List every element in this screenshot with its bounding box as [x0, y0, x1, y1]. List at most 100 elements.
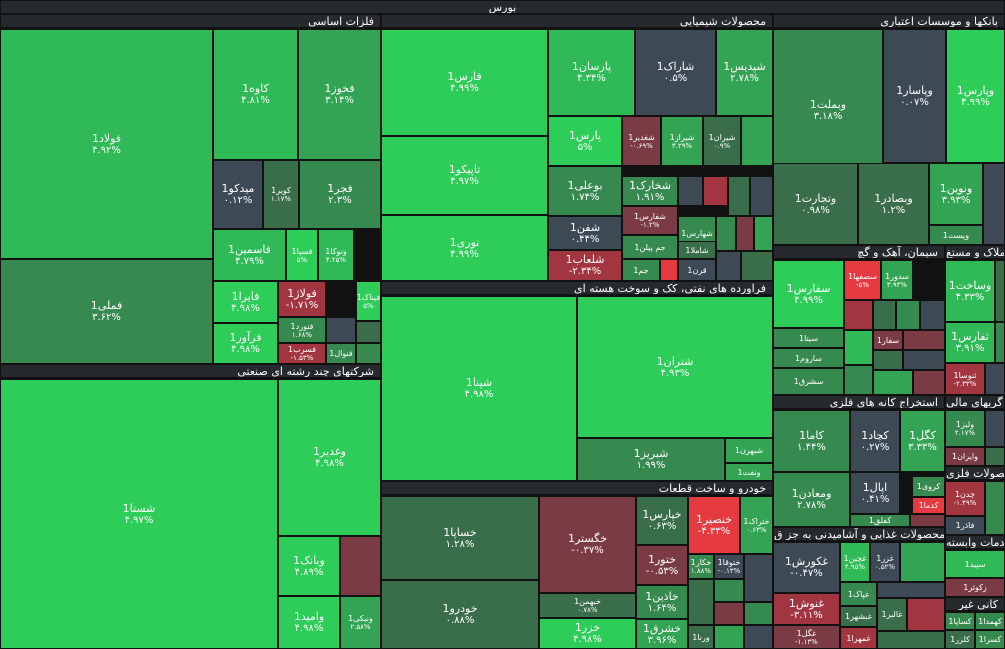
- stock-tile[interactable]: خگستر1 -۰.۳۷%: [539, 496, 636, 593]
- stock-tile-unlabeled[interactable]: [326, 317, 356, 343]
- stock-tile[interactable]: ختراک1 ۰.۶۳%: [740, 496, 773, 554]
- stock-tile-unlabeled[interactable]: [877, 582, 945, 598]
- stock-tile-unlabeled[interactable]: [844, 365, 873, 395]
- stock-tile[interactable]: غالبر1: [877, 598, 907, 631]
- stock-tile[interactable]: ختور1 -۰.۵۳%: [636, 545, 688, 585]
- stock-tile[interactable]: خودرو1 ۰.۸۸%: [381, 580, 539, 649]
- stock-tile[interactable]: ساروم1: [773, 348, 844, 368]
- stock-tile-unlabeled[interactable]: [714, 625, 744, 649]
- stock-tile[interactable]: شاراک1 ۰.۵%: [635, 29, 716, 116]
- stock-tile[interactable]: سیتا1: [773, 328, 844, 348]
- stock-tile[interactable]: تاپیکو1 ۴.۹۷%: [381, 136, 548, 215]
- stock-tile[interactable]: خبهمن1 ۰.۷۸%: [539, 593, 636, 618]
- stock-tile[interactable]: وایران1: [945, 447, 985, 466]
- stock-tile-unlabeled[interactable]: [985, 481, 1005, 535]
- stock-tile[interactable]: فنورد1 ۱.۶۸%: [278, 317, 326, 343]
- stock-tile[interactable]: کگل1 ۳.۳۳%: [900, 410, 945, 472]
- stock-tile[interactable]: فرآور1 ۴.۹۸%: [213, 323, 278, 364]
- stock-tile-unlabeled[interactable]: [907, 598, 945, 631]
- stock-tile[interactable]: پارسان1 ۴.۳۴%: [548, 29, 635, 116]
- stock-tile-unlabeled[interactable]: [873, 370, 913, 395]
- stock-tile[interactable]: کاوه1 ۴.۸۱%: [213, 29, 298, 160]
- stock-tile[interactable]: قرن1: [678, 259, 716, 281]
- stock-tile[interactable]: کلزر1: [945, 630, 975, 649]
- stock-tile[interactable]: وغدیر1 ۴.۹۸%: [278, 379, 381, 536]
- stock-tile[interactable]: فولاژ1 -۱.۷۱%: [278, 281, 326, 317]
- stock-tile[interactable]: وساخت1 ۴.۳۳%: [945, 260, 995, 322]
- stock-tile[interactable]: زکوثر1: [945, 578, 1005, 597]
- stock-tile-unlabeled[interactable]: [995, 260, 1005, 322]
- stock-tile[interactable]: فولاد1 ۴.۹۲%: [0, 29, 213, 259]
- stock-tile-unlabeled[interactable]: [985, 410, 1005, 447]
- stock-tile[interactable]: کروی1: [912, 476, 945, 497]
- stock-tile[interactable]: غنوش1 -۳.۱۱%: [773, 593, 840, 625]
- stock-tile[interactable]: فجر1 ۲.۳%: [299, 160, 381, 229]
- stock-tile-unlabeled[interactable]: [985, 447, 1005, 466]
- stock-tile[interactable]: اپال1 ۰.۴۱%: [850, 472, 900, 514]
- stock-tile-unlabeled[interactable]: [678, 176, 703, 206]
- stock-tile[interactable]: شپنا1 ۴.۹۸%: [381, 296, 577, 481]
- stock-tile[interactable]: غزر1 ۰.۵۲%: [870, 542, 900, 582]
- stock-tile-unlabeled[interactable]: [920, 300, 945, 330]
- stock-tile-unlabeled[interactable]: [714, 579, 744, 602]
- stock-tile-unlabeled[interactable]: [728, 176, 750, 216]
- stock-tile[interactable]: کهمدا1: [975, 612, 1005, 630]
- stock-tile-unlabeled[interactable]: [873, 350, 903, 370]
- stock-tile[interactable]: نوری1 ۴.۹۹%: [381, 215, 548, 281]
- stock-tile[interactable]: شتران1 ۴.۹۳%: [577, 296, 773, 438]
- stock-tile-unlabeled[interactable]: [660, 259, 678, 281]
- stock-tile-unlabeled[interactable]: [983, 163, 1005, 245]
- stock-tile[interactable]: سصفها1 -۵%: [844, 260, 881, 300]
- stock-tile[interactable]: خزر1 ۴.۹۸%: [539, 618, 636, 649]
- stock-tile[interactable]: سدور1 ۳.۹۳%: [881, 260, 913, 300]
- stock-tile[interactable]: فیناک1 ۵%: [356, 281, 381, 321]
- stock-tile-unlabeled[interactable]: [340, 536, 381, 596]
- stock-tile-unlabeled[interactable]: [910, 514, 945, 527]
- stock-tile-unlabeled[interactable]: [903, 350, 945, 370]
- stock-tile-unlabeled[interactable]: [913, 370, 945, 395]
- stock-tile[interactable]: وامید1 ۴.۹۸%: [278, 596, 340, 649]
- stock-tile-unlabeled[interactable]: [995, 322, 1005, 363]
- stock-tile-unlabeled[interactable]: [754, 216, 773, 251]
- stock-tile[interactable]: خکار1 ۱.۸۸%: [688, 554, 714, 579]
- stock-tile[interactable]: غچین1 ۴.۹۵%: [840, 542, 870, 582]
- stock-tile[interactable]: وبصادر1 ۱.۲%: [858, 163, 929, 245]
- stock-tile[interactable]: ثنوسا1 -۲.۳۳%: [945, 363, 985, 395]
- stock-tile[interactable]: غبشهر1: [840, 606, 877, 627]
- stock-tile[interactable]: فسپا1 ۵%: [286, 229, 318, 281]
- stock-tile[interactable]: خپارس1 ۰.۶۳%: [636, 496, 688, 545]
- stock-tile[interactable]: ورنا1: [688, 625, 714, 649]
- stock-tile-unlabeled[interactable]: [985, 363, 1005, 395]
- stock-tile[interactable]: فاسمین1 ۴.۷۹%: [213, 229, 286, 281]
- stock-tile[interactable]: کچاد1 ۰.۲۷%: [850, 410, 900, 472]
- stock-tile[interactable]: خنصیر1 -۴.۳۳%: [688, 496, 740, 554]
- stock-tile-unlabeled[interactable]: [356, 321, 381, 343]
- stock-tile-unlabeled[interactable]: [896, 300, 920, 330]
- stock-tile-unlabeled[interactable]: [703, 176, 728, 206]
- stock-tile-unlabeled[interactable]: [844, 330, 873, 365]
- stock-tile-unlabeled[interactable]: [714, 602, 744, 625]
- stock-tile[interactable]: خاذین1 ۱.۶۴%: [636, 585, 688, 619]
- stock-tile[interactable]: شفن1 ۰.۴۴%: [548, 216, 622, 250]
- stock-tile[interactable]: شاملا1: [678, 241, 716, 259]
- stock-tile[interactable]: کسرا1: [975, 630, 1005, 649]
- stock-tile-unlabeled[interactable]: [744, 554, 773, 602]
- stock-tile[interactable]: بوعلی1 ۱.۷۴%: [548, 166, 622, 216]
- stock-tile[interactable]: میدکو1 ۰.۱۲%: [213, 160, 263, 229]
- stock-tile[interactable]: شستا1 ۴.۹۷%: [0, 379, 278, 649]
- stock-tile[interactable]: کساپا1: [945, 612, 975, 630]
- stock-tile[interactable]: فخوز1 ۳.۱۴%: [298, 29, 381, 160]
- stock-tile-unlabeled[interactable]: [736, 216, 754, 251]
- stock-tile-unlabeled[interactable]: [844, 300, 873, 330]
- stock-tile[interactable]: وپست1: [929, 225, 983, 245]
- stock-tile[interactable]: فنوال1: [326, 343, 356, 364]
- stock-tile-unlabeled[interactable]: [750, 176, 773, 216]
- stock-tile-unlabeled[interactable]: [744, 602, 773, 625]
- stock-tile[interactable]: شبریز1 ۱.۹۹%: [577, 438, 725, 481]
- stock-tile-unlabeled[interactable]: [716, 216, 736, 251]
- stock-tile[interactable]: شفارس1 -۱.۲%: [622, 206, 678, 235]
- stock-tile[interactable]: شبهرن1: [725, 438, 773, 463]
- stock-tile[interactable]: فاذر1: [945, 516, 985, 535]
- stock-tile[interactable]: چدن1 -۱.۴۹%: [945, 481, 985, 516]
- stock-tile[interactable]: وبانک1 ۴.۸۹%: [278, 536, 340, 596]
